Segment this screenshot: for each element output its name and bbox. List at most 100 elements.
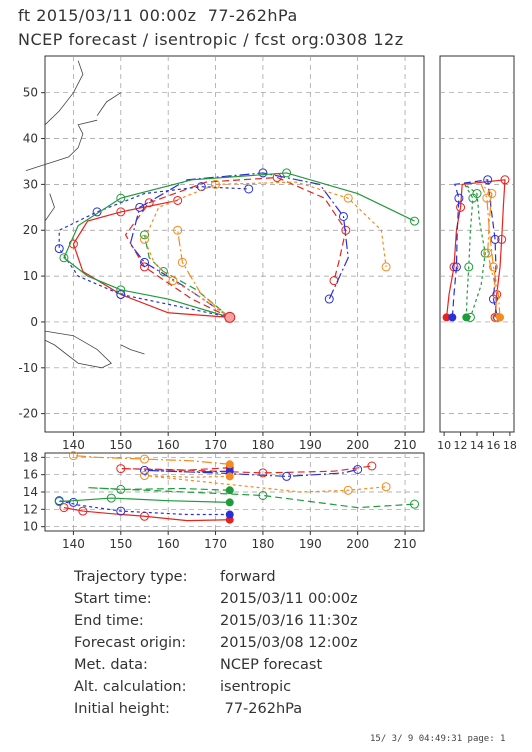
trajectory-marker <box>139 230 149 240</box>
trajectory-marker <box>464 262 474 272</box>
trajectory-marker <box>282 168 292 178</box>
info-row: Initial height: 77-262hPa <box>74 701 302 717</box>
y-tick-label: 14 <box>23 485 38 499</box>
trajectory-marker <box>472 189 482 199</box>
trajectory-marker <box>353 464 363 474</box>
trajectory-marker <box>454 193 464 203</box>
trajectory-marker <box>381 262 391 272</box>
info-row: End time: 2015/03/16 11:30z <box>74 613 358 629</box>
info-value: forward <box>220 569 276 585</box>
info-value: 77-262hPa <box>220 701 303 717</box>
x-tick-label: 200 <box>346 537 369 551</box>
trajectory-marker <box>338 211 348 221</box>
coastline <box>120 344 145 355</box>
trajectory-marker <box>488 262 498 272</box>
trajectory-marker <box>59 503 69 513</box>
trajectory-marker <box>343 193 353 203</box>
trajectory-marker <box>490 234 500 244</box>
info-row: Alt. calculation: isentropic <box>74 679 291 695</box>
trajectory-marker <box>488 294 498 304</box>
x-tick-label: 180 <box>251 438 274 452</box>
trajectory-marker <box>139 454 149 464</box>
trajectory-marker <box>329 276 339 286</box>
x-tick-label: 200 <box>346 438 369 452</box>
trajectory-marker <box>139 262 149 272</box>
coastline <box>96 92 122 116</box>
trajectory-marker <box>449 262 459 272</box>
trajectory-marker <box>367 461 377 471</box>
info-value: 2015/03/11 00:00z <box>220 591 358 607</box>
source-point <box>224 311 236 323</box>
x-tick-label: 170 <box>204 438 227 452</box>
trajectory-marker <box>139 465 149 475</box>
trajectory-marker <box>483 175 493 185</box>
x-tick-label: 18 <box>503 439 517 452</box>
trajectory-line <box>59 497 230 503</box>
x-tick-label: 190 <box>299 438 322 452</box>
trajectory-marker <box>59 253 69 263</box>
trajectory-marker <box>487 189 497 199</box>
x-tick-label: 16 <box>486 439 500 452</box>
x-tick-label: 10 <box>437 439 451 452</box>
info-value: NCEP forecast <box>220 657 323 673</box>
x-tick-label: 140 <box>62 438 85 452</box>
trajectory-marker <box>177 257 187 267</box>
coastline <box>44 60 84 126</box>
trajectory-marker <box>92 207 102 217</box>
map-panel: 140 150 160 170 180 190 200 210 50 40 30 20 10 0 -10 -2… <box>18 55 425 452</box>
plot-frame <box>439 55 515 433</box>
trajectory-marker <box>410 216 420 226</box>
trajectory-marker <box>168 276 178 286</box>
info-label: Initial height: <box>74 701 170 717</box>
side-latitude-height-panel: 10 12 14 16 18 <box>437 55 517 452</box>
info-label: Trajectory type: <box>74 569 188 585</box>
trajectory-marker <box>68 497 78 507</box>
x-tick-label: 210 <box>394 537 417 551</box>
trajectory-marker <box>492 289 502 299</box>
chart-title-line-2: NCEP forecast / isentropic / fcst org:03… <box>18 30 404 49</box>
trajectory-marker <box>258 468 268 478</box>
y-tick-label: 20 <box>23 223 38 237</box>
coastline <box>44 330 113 369</box>
trajectory-marker <box>116 207 126 217</box>
info-row: Forecast origin: 2015/03/08 12:00z <box>74 635 358 651</box>
trajectory-marker <box>381 482 391 492</box>
trajectory-marker <box>158 267 168 277</box>
trajectory-marker <box>451 262 461 272</box>
trajectory-marker <box>258 490 268 500</box>
trajectory-line <box>120 465 372 474</box>
x-tick-label: 150 <box>109 537 132 551</box>
trajectory-line <box>144 468 358 478</box>
trajectory-marker <box>480 248 490 258</box>
x-tick-label: 190 <box>299 537 322 551</box>
trajectory-marker <box>343 485 353 495</box>
trajectory-marker <box>282 471 292 481</box>
info-row: Start time: 2015/03/11 00:00z <box>74 591 358 607</box>
info-label: Met. data: <box>74 657 148 673</box>
start-marker <box>225 460 234 469</box>
trajectory-line <box>177 230 231 318</box>
trajectory-marker <box>482 193 492 203</box>
trajectory-marker <box>54 497 64 507</box>
y-tick-label: 12 <box>23 502 38 516</box>
trajectory-marker <box>173 195 183 205</box>
trajectory-line <box>129 172 349 318</box>
trajectory-marker <box>139 257 149 267</box>
trajectory-marker <box>456 202 466 212</box>
y-tick-label: 0 <box>30 315 38 329</box>
y-tick-label: 50 <box>23 86 38 100</box>
coastline <box>44 193 55 222</box>
start-marker <box>225 510 234 519</box>
x-tick-label: 180 <box>251 537 274 551</box>
trajectory-marker <box>258 168 268 178</box>
trajectory-marker <box>139 471 149 481</box>
x-tick-label: 150 <box>109 438 132 452</box>
x-tick-label: 170 <box>204 537 227 551</box>
trajectory-marker <box>116 484 126 494</box>
y-tick-label: -10 <box>18 361 38 375</box>
x-tick-label: 140 <box>62 537 85 551</box>
chart-title-line-1: ft 2015/03/11 00:00z 77-262hPa <box>18 6 298 25</box>
trajectory-marker <box>116 193 126 203</box>
start-marker <box>225 498 234 507</box>
